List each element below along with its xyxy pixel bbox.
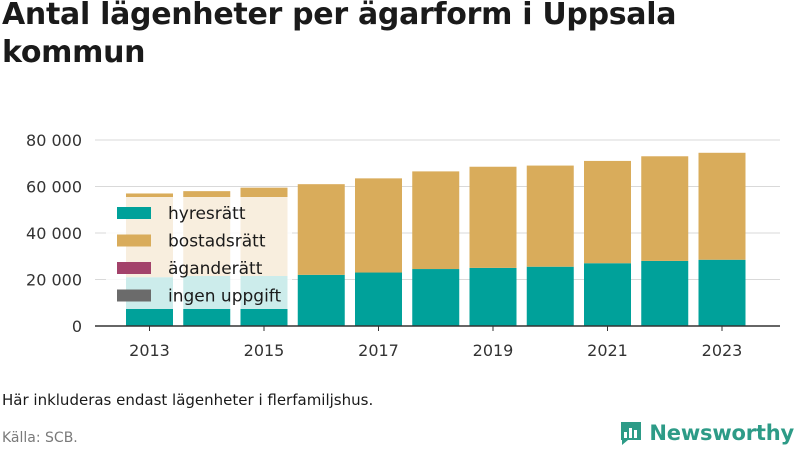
- bar-segment: [526, 165, 574, 267]
- bar-segment: [355, 178, 402, 273]
- x-axis-ticks: 2013 2015 2017 2019 2021 2023: [95, 325, 780, 360]
- legend: hyresrätt bostadsrätt äganderätt ingen uppg…: [106, 197, 292, 309]
- y-axis-ticks: 0 20 000 40 000 60 000 80 000: [26, 131, 82, 336]
- bar-segment: [641, 156, 689, 261]
- bar-segment: [297, 184, 345, 275]
- legend-swatch: [117, 289, 151, 302]
- x-tick-label: 2021: [587, 341, 628, 360]
- legend-swatch: [117, 262, 151, 274]
- x-tick-label: 2015: [244, 341, 285, 360]
- brand-name: Newsworthy: [649, 421, 794, 445]
- legend-swatch: [117, 234, 151, 247]
- bar-segment: [355, 272, 402, 326]
- y-tick-label: 40 000: [26, 224, 82, 243]
- y-tick-label: 0: [72, 317, 82, 336]
- bar-segment: [641, 260, 689, 326]
- y-tick-label: 20 000: [26, 271, 82, 290]
- footnote: Här inkluderas endast lägenheter i flerf…: [2, 391, 374, 409]
- bar-segment: [526, 266, 574, 326]
- legend-label: äganderätt: [168, 259, 263, 279]
- brand-logo: Newsworthy: [619, 420, 794, 446]
- bar-segment: [698, 152, 746, 260]
- bar-segment: [469, 166, 517, 268]
- chart-title: Antal lägenheter per ägarform i Uppsala …: [2, 0, 677, 70]
- bar-segment: [412, 269, 460, 326]
- x-tick-label: 2013: [129, 341, 170, 360]
- y-tick-label: 80 000: [26, 131, 82, 150]
- bar-segment: [584, 263, 631, 326]
- bar-segment: [412, 171, 460, 270]
- legend-label: hyresrätt: [168, 204, 246, 224]
- legend-label: bostadsrätt: [168, 232, 266, 252]
- legend-label: ingen uppgift: [168, 287, 281, 307]
- bar-segment: [297, 274, 345, 326]
- bar-segment: [469, 267, 517, 326]
- x-tick-label: 2017: [358, 341, 399, 360]
- x-tick-label: 2019: [473, 341, 514, 360]
- source-note: Källa: SCB.: [2, 430, 78, 446]
- y-tick-label: 60 000: [26, 178, 82, 197]
- legend-swatch: [117, 207, 151, 219]
- bar-segment: [698, 259, 746, 326]
- x-tick-label: 2023: [702, 341, 743, 360]
- bar-segment: [584, 160, 631, 264]
- newsworthy-logo-icon: [621, 422, 642, 445]
